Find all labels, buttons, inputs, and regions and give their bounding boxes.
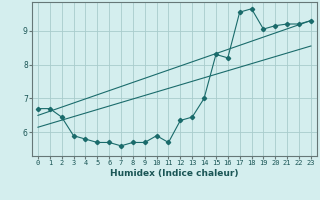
X-axis label: Humidex (Indice chaleur): Humidex (Indice chaleur)	[110, 169, 239, 178]
